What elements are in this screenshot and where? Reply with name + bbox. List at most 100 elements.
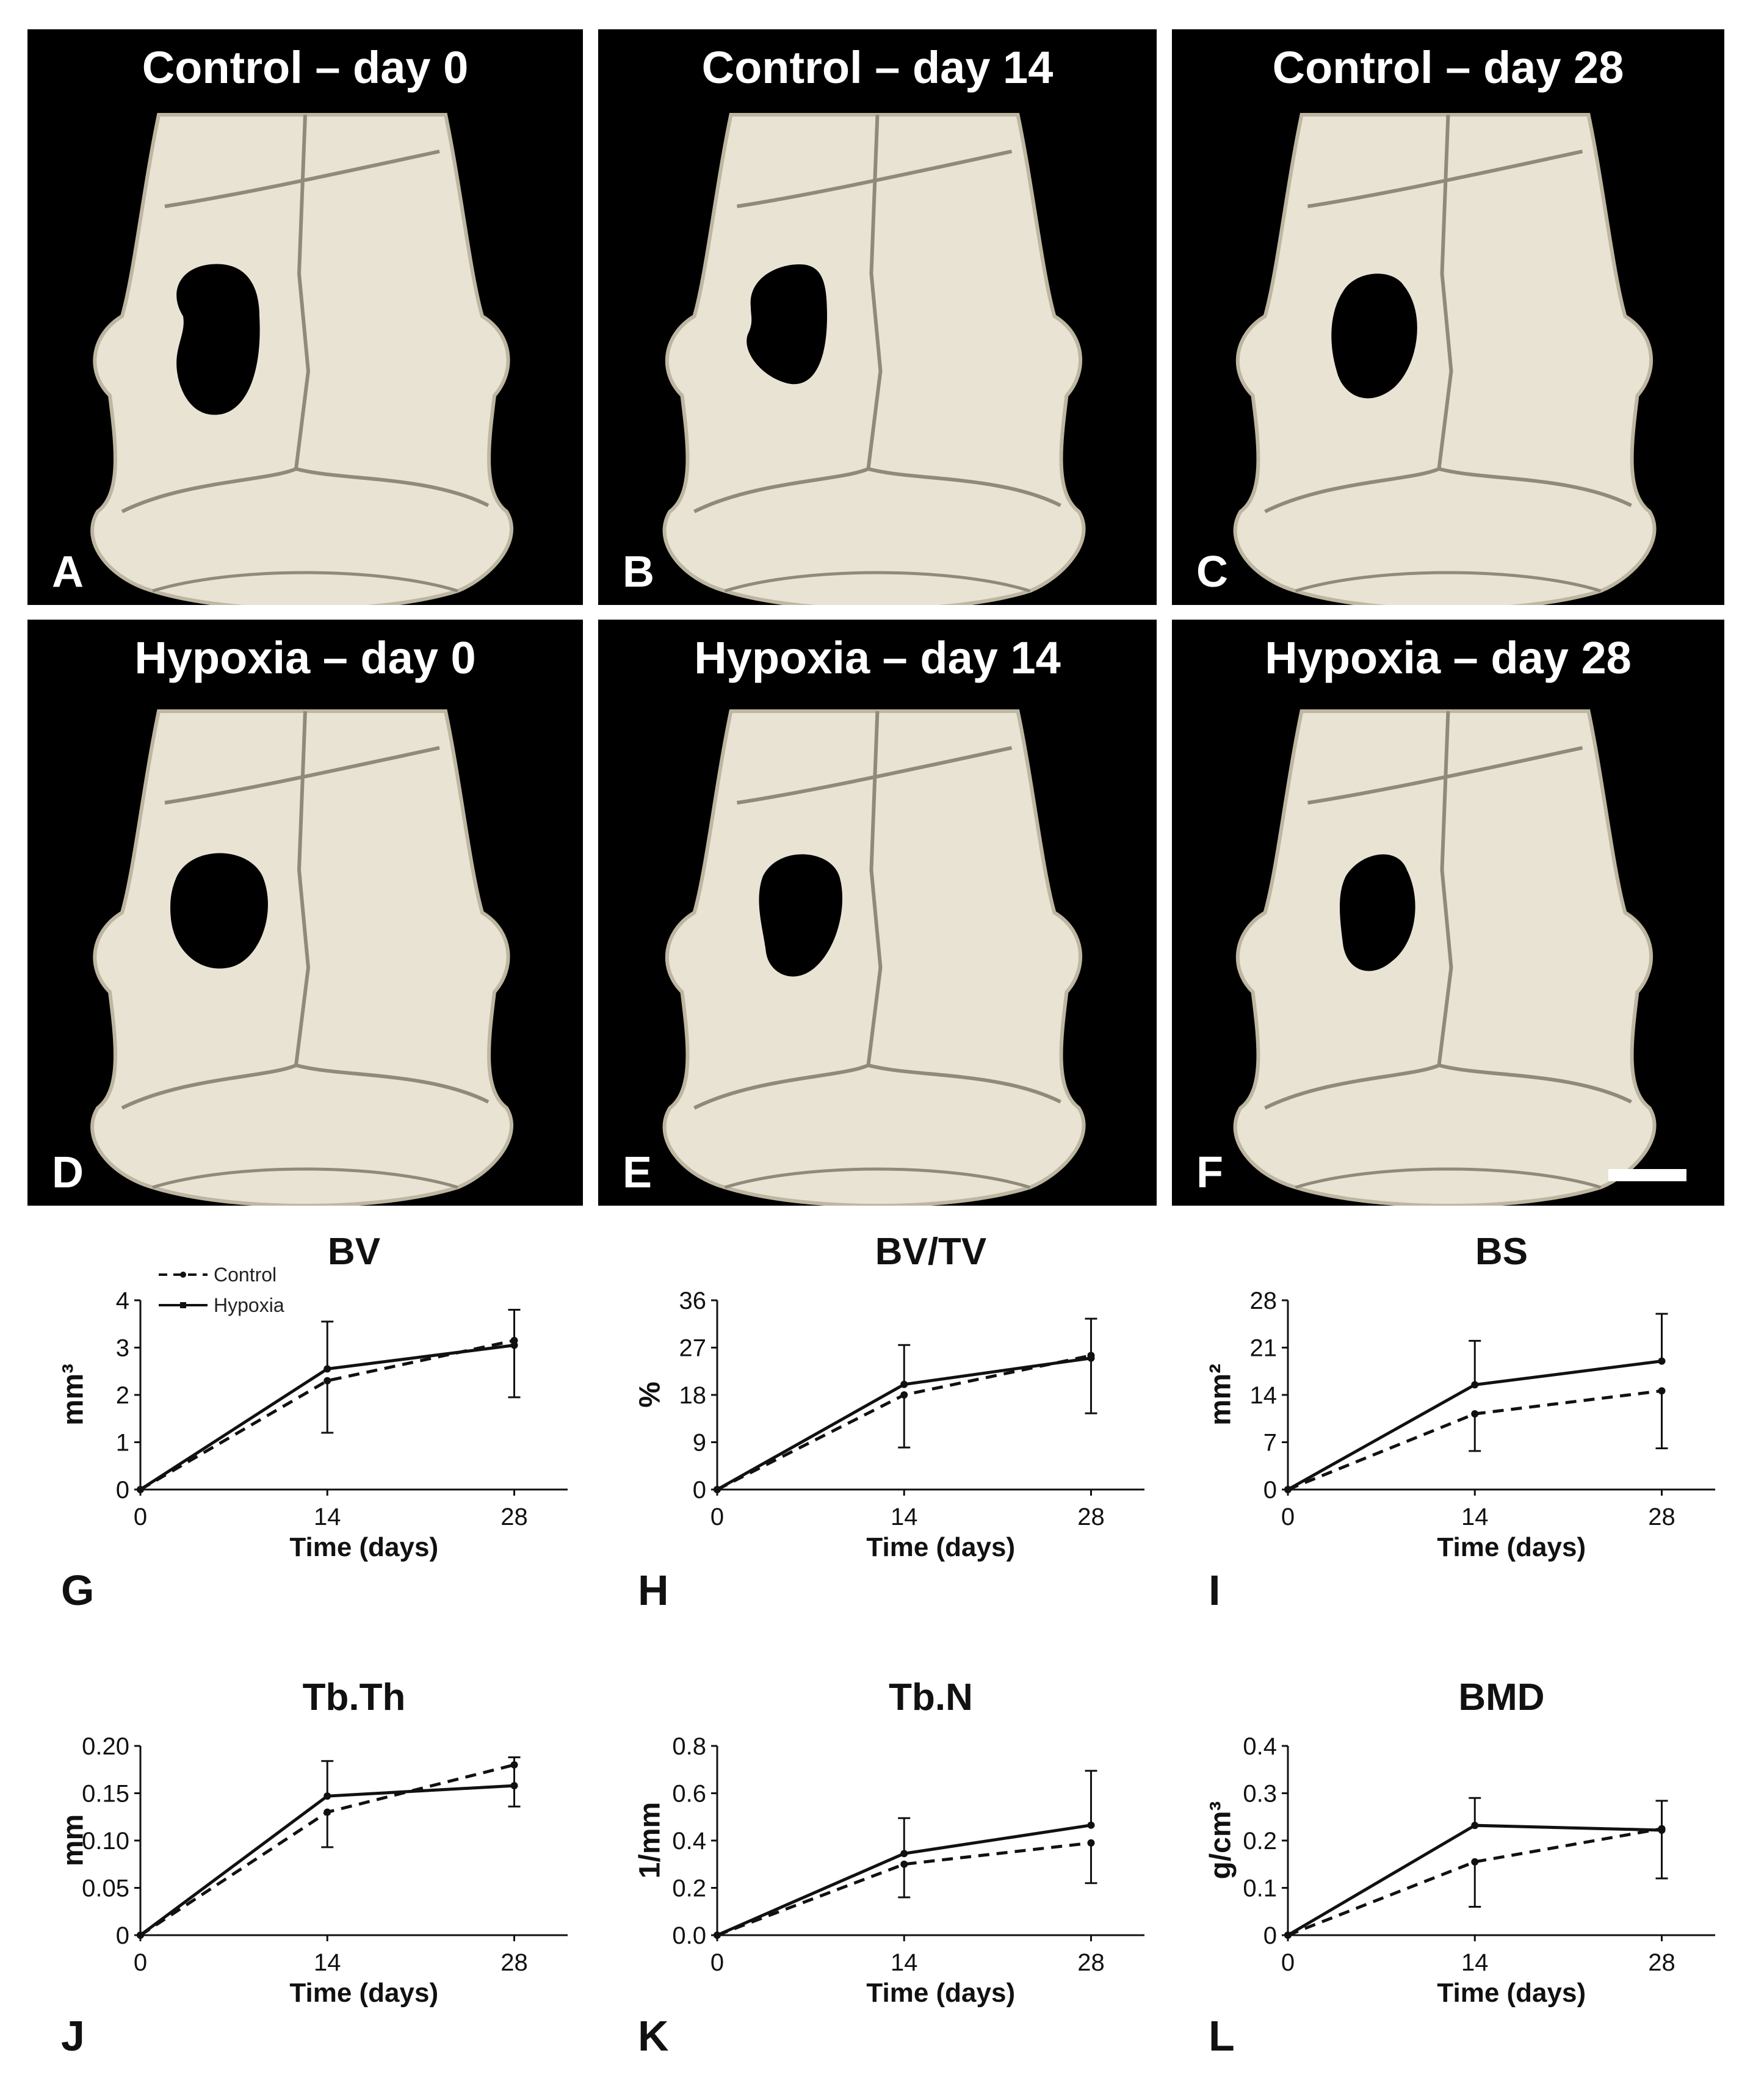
ct-panel-f: Hypoxia – day 28 F <box>1172 620 1724 1206</box>
x-tick-label: 14 <box>891 1949 918 1976</box>
x-tick-label: 0 <box>134 1504 147 1530</box>
data-point-hypoxia <box>900 1380 908 1388</box>
y-tick-label: 0.20 <box>82 1733 129 1760</box>
lambdoid-suture <box>121 466 490 513</box>
occipital-ridge <box>724 571 1031 593</box>
chart-title: BV/TV <box>875 1231 987 1273</box>
panel-letter: B <box>623 548 654 596</box>
occipital-ridge <box>152 571 458 593</box>
skull-render <box>90 113 513 605</box>
sagittal-suture <box>866 711 883 1066</box>
sagittal-suture <box>1437 114 1453 469</box>
defect-hole <box>759 854 843 977</box>
lambdoid-suture <box>1264 466 1632 513</box>
x-tick-label: 28 <box>1077 1504 1105 1530</box>
y-tick-label: 7 <box>1263 1430 1277 1457</box>
legend-marker-control <box>180 1272 186 1278</box>
y-tick-label: 0.1 <box>1243 1875 1277 1902</box>
x-axis-label: Time (days) <box>866 1978 1016 2008</box>
y-tick-label: 0.4 <box>672 1828 706 1855</box>
y-axis-label: mm <box>57 1814 90 1867</box>
x-tick-label: 28 <box>1077 1949 1105 1976</box>
x-tick-label: 14 <box>314 1504 341 1530</box>
ct-panel-c: Control – day 28 C <box>1172 29 1724 605</box>
y-tick-label: 1 <box>116 1430 129 1457</box>
y-tick-label: 0.8 <box>672 1733 706 1760</box>
y-tick-label: 0.3 <box>1243 1781 1277 1808</box>
y-tick-label: 0 <box>116 1477 129 1504</box>
series-line-hypoxia <box>139 1784 515 1937</box>
coronal-suture <box>737 150 1013 208</box>
y-tick-label: 0.05 <box>82 1875 129 1902</box>
data-point-hypoxia <box>714 1486 721 1493</box>
panel-letter: H <box>638 1566 669 1614</box>
skull-render <box>662 113 1086 605</box>
x-axis-label: Time (days) <box>1437 1532 1586 1562</box>
skull-render <box>1233 113 1657 605</box>
y-tick-label: 28 <box>1250 1287 1278 1314</box>
chart-bv-tv: BV/TV 0 9 18 27 36 0 14 28% Time (days) H <box>601 1227 1163 1654</box>
skull-render <box>1233 709 1657 1206</box>
legend-marker-hypoxia <box>180 1302 186 1308</box>
x-tick-label: 14 <box>1461 1504 1489 1530</box>
coronal-suture <box>1307 150 1583 208</box>
y-tick-label: 21 <box>1250 1335 1278 1362</box>
skull-bone <box>1233 709 1657 1206</box>
y-tick-label: 4 <box>116 1287 129 1314</box>
defect-hole <box>1331 273 1417 399</box>
y-tick-label: 3 <box>116 1335 129 1362</box>
sagittal-suture <box>1437 711 1453 1066</box>
y-tick-label: 0.4 <box>1243 1733 1277 1760</box>
data-point-hypoxia <box>714 1932 721 1939</box>
chart-title: BS <box>1475 1231 1528 1273</box>
chart-bv: BV 0 1 2 3 4 0 14 28 Control Hypoxia mm³ Time (days)… <box>24 1227 586 1654</box>
x-tick-label: 0 <box>710 1949 724 1976</box>
panel-letter: E <box>623 1148 652 1197</box>
lambdoid-suture <box>1264 1063 1632 1110</box>
panel-letter: J <box>61 2012 85 2060</box>
chart-plot: 0 0.05 0.10 0.15 0.20 0 14 28 <box>82 1733 568 1976</box>
coronal-suture <box>1307 746 1583 805</box>
y-axis-label: 1/mm <box>634 1801 667 1879</box>
ct-panel-a: Control – day 0 A <box>27 29 583 605</box>
chart-bs: BS 0 7 14 21 28 0 14 28 mm² Time (days) I <box>1172 1227 1733 1654</box>
chart-title: BV <box>327 1231 381 1273</box>
defect-hole <box>176 264 260 415</box>
y-tick-label: 0.6 <box>672 1781 706 1808</box>
y-tick-label: 0 <box>693 1477 706 1504</box>
chart-plot: 0.0 0.2 0.4 0.6 0.8 0 14 28 <box>672 1733 1144 1976</box>
y-tick-label: 0.0 <box>672 1922 706 1949</box>
data-point-hypoxia <box>1284 1486 1292 1493</box>
y-axis-label: % <box>634 1381 667 1408</box>
y-tick-label: 27 <box>679 1335 707 1362</box>
panel-letter: I <box>1209 1566 1221 1614</box>
lambdoid-suture <box>693 1063 1061 1110</box>
y-tick-label: 14 <box>1250 1382 1278 1409</box>
x-axis-label: Time (days) <box>1437 1978 1586 2008</box>
x-axis-label: Time (days) <box>289 1978 439 2008</box>
panel-letter: G <box>61 1566 95 1614</box>
skull-render <box>662 709 1086 1206</box>
panel-letter: L <box>1209 2012 1235 2060</box>
panel-letter: A <box>52 548 84 596</box>
x-tick-label: 14 <box>314 1949 341 1976</box>
y-axis-label: mm² <box>1204 1363 1237 1426</box>
panel-title: Control – day 0 <box>142 42 469 93</box>
chart-plot: 0 9 18 27 36 0 14 28 <box>679 1287 1144 1530</box>
x-tick-label: 14 <box>891 1504 918 1530</box>
y-tick-label: 0.15 <box>82 1781 129 1808</box>
panel-title: Hypoxia – day 14 <box>694 632 1061 683</box>
sagittal-suture <box>866 114 883 469</box>
x-axis-label: Time (days) <box>866 1532 1016 1562</box>
data-point-hypoxia <box>137 1486 144 1493</box>
x-tick-label: 28 <box>1648 1504 1675 1530</box>
ct-panel-b: Control – day 14 B <box>598 29 1157 605</box>
ct-panel-e: Hypoxia – day 14 E <box>598 620 1157 1206</box>
panel-title: Control – day 14 <box>701 42 1054 93</box>
x-tick-label: 14 <box>1461 1949 1489 1976</box>
y-tick-label: 36 <box>679 1287 707 1314</box>
chart-legend: Control Hypoxia <box>159 1264 284 1316</box>
y-tick-label: 0.10 <box>82 1828 129 1855</box>
chart-tb-n: Tb.N 0.0 0.2 0.4 0.6 0.8 0 14 28 1/mm Time (days) K <box>601 1673 1163 2100</box>
x-tick-label: 28 <box>501 1504 528 1530</box>
